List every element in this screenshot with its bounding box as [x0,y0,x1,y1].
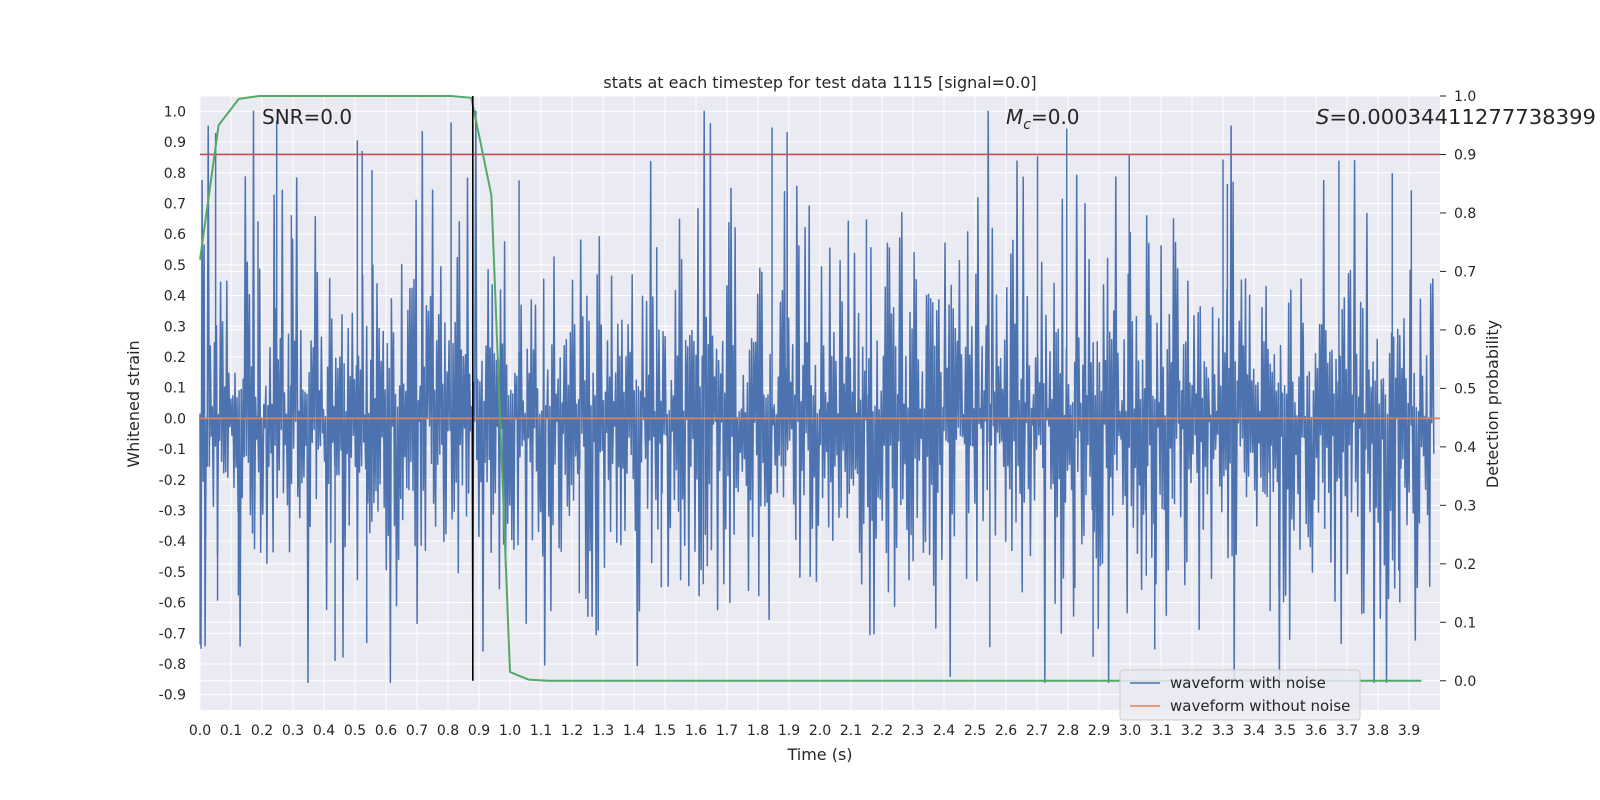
y-tick-label: 0.8 [164,166,186,182]
right-y-tick-label: 0.0 [1454,674,1476,690]
x-tick-label: 0.1 [220,723,242,739]
x-tick-label: 2.1 [840,723,862,739]
s-annotation: S=0.00034411277738399 [1316,105,1596,129]
s-value: =0.00034411277738399 [1329,105,1596,129]
y-tick-label: 0.3 [164,319,186,335]
y-tick-label: 0.9 [164,135,186,151]
s-symbol: S [1316,105,1330,129]
x-tick-label: 1.4 [623,723,645,739]
x-tick-label: 3.4 [1243,723,1265,739]
x-tick-label: 3.3 [1212,723,1234,739]
y-axis-ticks: 1.0 0.9 0.8 0.7 0.6 0.5 0.4 0.3 0.2 0.1 0.0 -0.1 -0.… [159,104,186,703]
legend-label-clean: waveform without noise [1170,697,1350,715]
x-tick-label: 0.0 [189,723,211,739]
x-tick-label: 1.7 [716,723,738,739]
y-tick-label: -0.2 [159,473,186,489]
x-tick-label: 2.0 [809,723,831,739]
x-tick-label: 3.6 [1305,723,1327,739]
chart-title: stats at each timestep for test data 111… [603,73,1036,92]
chirp-mass-subscript: c [1023,117,1031,133]
waveform-with-noise-line [199,110,1435,684]
y-tick-label: 1.0 [164,104,186,120]
x-tick-label: 0.7 [406,723,428,739]
x-tick-label: 1.9 [778,723,800,739]
y-tick-label: -0.1 [159,442,186,458]
x-tick-label: 1.5 [654,723,676,739]
x-tick-label: 0.8 [437,723,459,739]
right-y-axis-ticks: 1.0 0.9 0.8 0.7 0.6 0.5 0.4 0.3 0.2 0.1 0.0 [1440,89,1476,690]
x-tick-label: 3.7 [1336,723,1358,739]
y-tick-label: -0.9 [159,688,186,704]
right-y-tick-label: 0.4 [1454,440,1476,456]
right-y-tick-label: 0.6 [1454,323,1476,339]
legend-box [1119,669,1361,721]
x-tick-label: 3.2 [1181,723,1203,739]
y-tick-label: 0.0 [164,411,186,427]
legend: waveform with noise waveform without noi… [1119,669,1361,721]
right-y-axis-label: Detection probability [1483,320,1502,488]
x-tick-label: 3.5 [1274,723,1296,739]
x-tick-label: 3.8 [1367,723,1389,739]
x-tick-label: 1.0 [499,723,521,739]
chirp-mass-value: =0.0 [1031,105,1080,129]
y-tick-label: 0.2 [164,350,186,366]
right-y-tick-label: 0.5 [1454,381,1476,397]
x-tick-label: 2.2 [871,723,893,739]
snr-annotation: SNR=0.0 [262,105,352,129]
x-tick-label: 1.3 [592,723,614,739]
chirp-mass-annotation: Mc=0.0 [1006,105,1080,133]
x-tick-label: 0.5 [344,723,366,739]
right-y-tick-label: 1.0 [1454,89,1476,105]
x-tick-label: 2.9 [1088,723,1110,739]
y-tick-label: 0.7 [164,196,186,212]
y-tick-label: -0.8 [159,657,186,673]
x-tick-label: 0.3 [282,723,304,739]
y-tick-label: -0.5 [159,565,186,581]
x-tick-label: 2.6 [995,723,1017,739]
y-tick-label: -0.4 [159,534,186,550]
y-tick-label: -0.6 [159,596,186,612]
x-tick-label: 1.1 [530,723,552,739]
x-axis-ticks: 0.0 0.1 0.2 0.3 0.4 0.5 0.6 0.7 0.8 0.9 1.0 1.1 1.2 1… [189,723,1420,739]
y-tick-label: 0.1 [164,381,186,397]
x-tick-label: 3.0 [1119,723,1141,739]
x-tick-label: 1.6 [685,723,707,739]
y-tick-label: -0.7 [159,626,186,642]
chirp-mass-symbol: M [1006,105,1023,129]
right-y-tick-label: 0.3 [1454,498,1476,514]
y-axis-label: Whitened strain [124,340,143,467]
x-tick-label: 2.4 [933,723,955,739]
y-tick-label: -0.3 [159,503,186,519]
right-y-tick-label: 0.1 [1454,615,1476,631]
x-tick-label: 3.1 [1150,723,1172,739]
x-tick-label: 0.6 [375,723,397,739]
x-tick-label: 2.7 [1026,723,1048,739]
x-tick-label: 0.9 [468,723,490,739]
x-tick-label: 3.9 [1398,723,1420,739]
x-tick-label: 2.5 [964,723,986,739]
y-tick-label: 0.4 [164,289,186,305]
waveform-with-noise-series [199,110,1435,684]
x-tick-label: 2.8 [1057,723,1079,739]
x-tick-label: 1.2 [561,723,583,739]
x-axis-label: Time (s) [786,745,852,764]
x-tick-label: 2.3 [902,723,924,739]
x-tick-label: 1.8 [747,723,769,739]
y-tick-label: 0.6 [164,227,186,243]
right-y-tick-label: 0.9 [1454,147,1476,163]
legend-label-noise: waveform with noise [1170,674,1326,692]
y-tick-label: 0.5 [164,258,186,274]
x-tick-label: 0.2 [251,723,273,739]
detection-probability-line [199,95,1422,682]
right-y-tick-label: 0.2 [1454,557,1476,573]
right-y-tick-label: 0.7 [1454,264,1476,280]
x-tick-label: 0.4 [313,723,335,739]
right-y-tick-label: 0.8 [1454,206,1476,222]
